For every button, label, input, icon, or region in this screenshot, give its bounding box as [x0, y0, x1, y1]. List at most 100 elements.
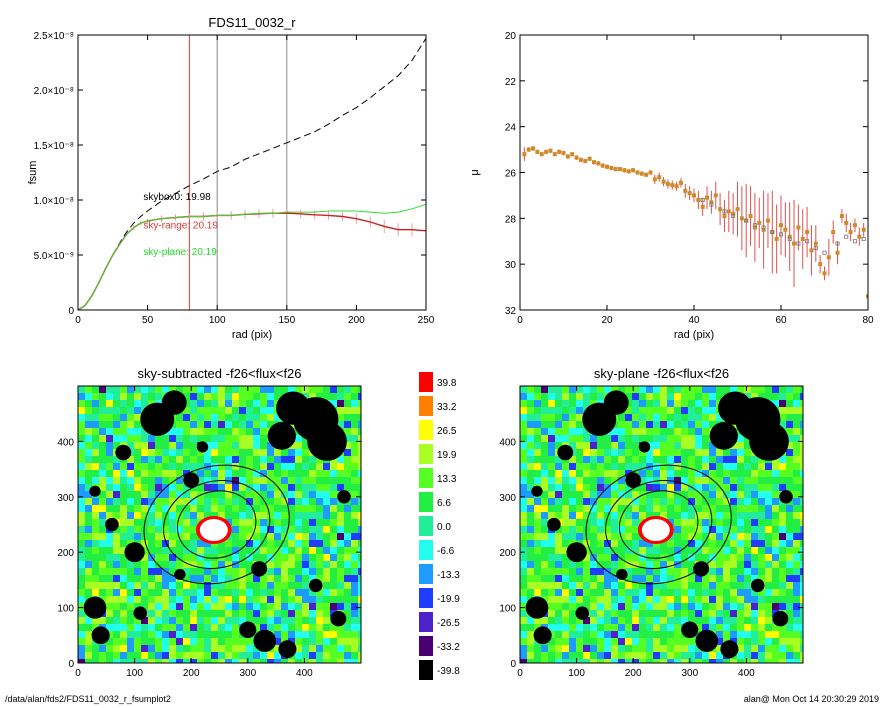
- pixel-cell: [99, 421, 107, 429]
- pixel-cell: [758, 610, 766, 618]
- pixel-cell: [723, 624, 731, 632]
- pixel-cell: [800, 547, 803, 555]
- pixel-cell: [548, 393, 556, 401]
- x-tick-label: 300: [239, 668, 256, 679]
- pixel-cell: [583, 568, 591, 576]
- pixel-cell: [260, 393, 268, 401]
- pixel-cell: [358, 575, 361, 583]
- pixel-cell: [632, 456, 640, 464]
- pixel-cell: [597, 561, 605, 569]
- pixel-cell: [78, 505, 86, 513]
- pixel-cell: [253, 393, 261, 401]
- pixel-cell: [162, 610, 170, 618]
- pixel-cell: [99, 414, 107, 422]
- data-point: [765, 218, 770, 223]
- pixel-cell: [148, 624, 156, 632]
- pixel-cell: [232, 547, 240, 555]
- pixel-cell: [765, 484, 773, 492]
- y-tick-label: 1.5×10⁻⁸: [34, 141, 74, 152]
- pixel-cell: [800, 456, 803, 464]
- pixel-cell: [646, 414, 654, 422]
- pixel-cell: [204, 617, 212, 625]
- pixel-cell: [709, 533, 717, 541]
- pixel-cell: [793, 477, 801, 485]
- pixel-cell: [632, 386, 640, 394]
- masked-source: [772, 610, 789, 627]
- masked-source: [115, 444, 132, 461]
- pixel-cell: [793, 638, 801, 646]
- pixel-cell: [113, 561, 121, 569]
- pixel-cell: [344, 421, 352, 429]
- pixel-cell: [611, 596, 619, 604]
- data-point: [809, 248, 814, 253]
- pixel-cell: [295, 498, 303, 506]
- pixel-cell: [632, 519, 640, 527]
- pixel-cell: [302, 386, 310, 394]
- pixel-cell: [730, 512, 738, 520]
- pixel-cell: [358, 589, 361, 597]
- pixel-cell: [253, 386, 261, 394]
- pixel-cell: [604, 442, 612, 450]
- pixel-cell: [218, 512, 226, 520]
- pixel-cell: [337, 386, 345, 394]
- data-point: [574, 155, 579, 160]
- data-point: [748, 214, 753, 219]
- pixel-cell: [197, 561, 205, 569]
- pixel-cell: [197, 456, 205, 464]
- pixel-cell: [674, 624, 682, 632]
- pixel-cell: [625, 547, 633, 555]
- pixel-cell: [225, 624, 233, 632]
- pixel-cell: [162, 463, 170, 471]
- masked-source: [161, 390, 187, 415]
- pixel-cell: [548, 435, 556, 443]
- pixel-cell: [751, 652, 759, 660]
- pixel-cell: [92, 568, 100, 576]
- pixel-cell: [295, 526, 303, 534]
- pixel-cell: [92, 407, 100, 415]
- data-point: [818, 262, 823, 267]
- pixel-cell: [330, 519, 338, 527]
- pixel-cell: [730, 617, 738, 625]
- pixel-cell: [190, 540, 198, 548]
- pixel-cell: [660, 491, 668, 499]
- pixel-cell: [520, 645, 528, 653]
- pixel-cell: [99, 561, 107, 569]
- pixel-cell: [358, 617, 361, 625]
- pixel-cell: [541, 414, 549, 422]
- pixel-cell: [541, 575, 549, 583]
- masked-source: [603, 390, 629, 415]
- pixel-cell: [127, 421, 135, 429]
- pixel-cell: [751, 484, 759, 492]
- pixel-cell: [569, 596, 577, 604]
- pixel-cell: [274, 561, 282, 569]
- pixel-cell: [274, 470, 282, 478]
- pixel-cell: [120, 400, 128, 408]
- pixel-cell: [169, 463, 177, 471]
- pixel-cell: [702, 484, 710, 492]
- pixel-cell: [267, 393, 275, 401]
- pixel-cell: [674, 463, 682, 471]
- pixel-cell: [351, 477, 359, 485]
- data-point: [622, 168, 627, 173]
- pixel-cell: [520, 582, 528, 590]
- pixel-cell: [85, 421, 93, 429]
- pixel-cell: [744, 547, 752, 555]
- pixel-cell: [274, 624, 282, 632]
- pixel-cell: [239, 582, 247, 590]
- y-tick-label: 1.0×10⁻⁸: [34, 196, 74, 207]
- pixel-cell: [716, 463, 724, 471]
- pixel-cell: [786, 435, 794, 443]
- pixel-cell: [288, 610, 296, 618]
- pixel-cell: [225, 596, 233, 604]
- pixel-cell: [716, 603, 724, 611]
- pixel-cell: [351, 645, 359, 653]
- pixel-cell: [162, 449, 170, 457]
- pixel-cell: [281, 554, 289, 562]
- pixel-cell: [716, 554, 724, 562]
- pixel-cell: [267, 533, 275, 541]
- pixel-cell: [337, 659, 345, 663]
- y-tick-label: 5.0×10⁻⁹: [34, 251, 74, 262]
- pixel-cell: [92, 533, 100, 541]
- pixel-cell: [527, 414, 535, 422]
- pixel-cell: [751, 589, 759, 597]
